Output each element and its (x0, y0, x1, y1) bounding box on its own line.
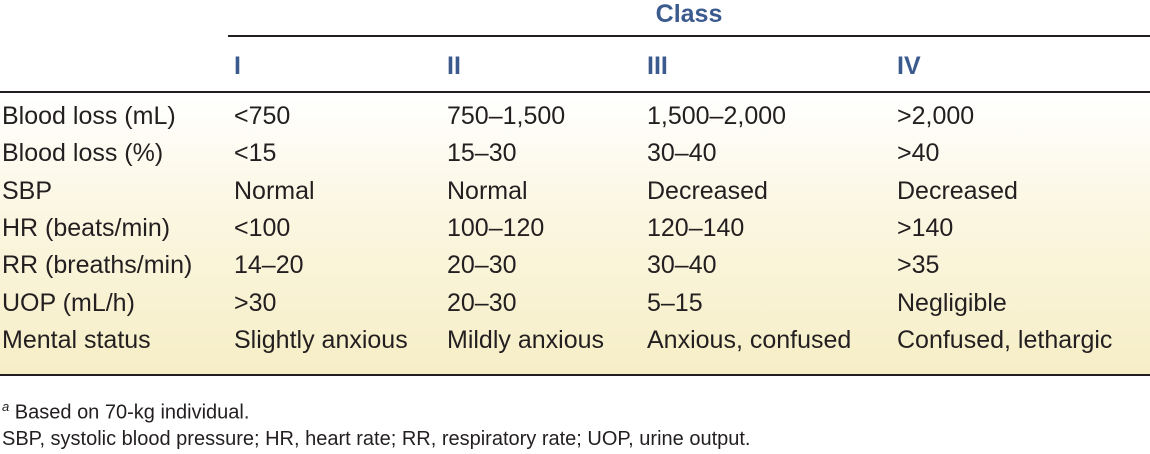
cell: Slightly anxious (234, 325, 408, 354)
footnote: a Based on 70-kg individual. (2, 392, 249, 428)
cell: 750–1,500 (447, 102, 566, 130)
cell: >35 (897, 251, 940, 280)
cell: 30–40 (647, 139, 717, 168)
row-label: Blood loss (%) (2, 139, 164, 168)
rule (0, 374, 1150, 376)
cell: 30–40 (647, 251, 717, 280)
row-label: UOP (mL/h) (2, 288, 135, 317)
footnote-text: Based on 70-kg individual. (14, 401, 250, 424)
abbreviations: SBP, systolic blood pressure; HR, heart … (2, 428, 751, 450)
column-header: II (447, 52, 461, 80)
column-header: I (234, 52, 241, 80)
cell: 5–15 (647, 288, 703, 317)
cell: <750 (234, 102, 291, 130)
cell: Negligible (897, 288, 1007, 317)
cell: <15 (234, 139, 277, 168)
cell: >40 (897, 139, 940, 168)
cell: 1,500–2,000 (647, 102, 787, 130)
row-label: Blood loss (mL) (2, 102, 176, 130)
row-label: RR (breaths/min) (2, 251, 193, 280)
cell: >30 (234, 288, 277, 317)
cell: >2,000 (897, 102, 975, 130)
cell: Mildly anxious (447, 325, 605, 354)
cell: >140 (897, 213, 954, 242)
rule (0, 91, 1150, 93)
cell: Normal (234, 176, 315, 205)
group-header: Class (655, 0, 723, 28)
row-label: HR (beats/min) (2, 213, 171, 242)
footnote-marker: a (2, 399, 10, 414)
row-label: Mental status (2, 325, 151, 354)
cell: 15–30 (447, 139, 517, 168)
cell: 20–30 (447, 251, 517, 280)
cell: <100 (234, 213, 291, 242)
cell: Anxious, confused (647, 325, 852, 354)
rule (228, 35, 1150, 37)
column-header: III (647, 52, 668, 80)
cell: 14–20 (234, 251, 304, 280)
cell: Decreased (897, 176, 1018, 205)
table-background (0, 0, 1150, 376)
cell: 20–30 (447, 288, 517, 317)
cell: Confused, lethargic (897, 325, 1113, 354)
cell: Decreased (647, 176, 768, 205)
column-header: IV (897, 52, 921, 80)
cell: 100–120 (447, 213, 545, 242)
row-label: SBP (2, 176, 53, 205)
cell: Normal (447, 176, 528, 205)
cell: 120–140 (647, 213, 745, 242)
